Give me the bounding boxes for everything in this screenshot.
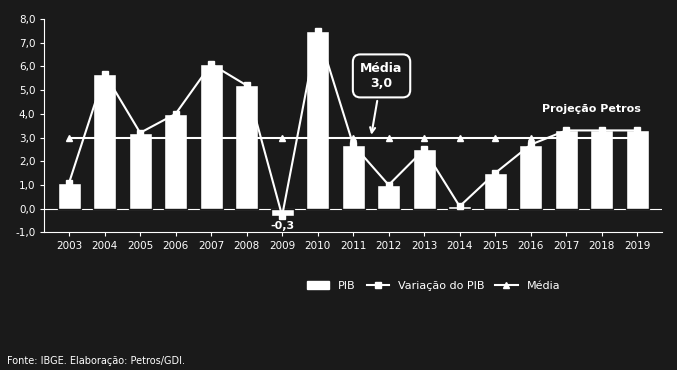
Variação do PIB: [385, 183, 393, 187]
Bar: [626, 131, 649, 209]
Bar: [271, 209, 294, 216]
Bar: [306, 31, 329, 209]
Média: [278, 135, 286, 140]
Média: [456, 135, 464, 140]
Média: [527, 135, 535, 140]
Variação do PIB: [207, 62, 215, 66]
Variação do PIB: [278, 213, 286, 218]
Bar: [342, 145, 365, 209]
Média: [171, 135, 179, 140]
Bar: [93, 74, 116, 209]
Bar: [377, 185, 400, 209]
Média: [491, 135, 499, 140]
Variação do PIB: [491, 171, 499, 175]
Média: [633, 135, 641, 140]
Variação do PIB: [527, 142, 535, 147]
Média: [385, 135, 393, 140]
Bar: [200, 64, 223, 209]
Variação do PIB: [171, 112, 179, 116]
Bar: [129, 133, 152, 209]
Variação do PIB: [65, 181, 73, 185]
Text: -0,3: -0,3: [270, 221, 294, 231]
Bar: [554, 131, 577, 209]
Bar: [58, 183, 81, 209]
Bar: [235, 85, 258, 209]
Line: Média: Média: [66, 134, 640, 141]
Média: [136, 135, 144, 140]
Bar: [412, 149, 436, 209]
Legend: PIB, Variação do PIB, Média: PIB, Variação do PIB, Média: [303, 276, 565, 295]
Bar: [448, 206, 471, 209]
Text: Média
3,0: Média 3,0: [360, 62, 403, 132]
Média: [598, 135, 606, 140]
Bar: [164, 114, 187, 209]
Bar: [519, 145, 542, 209]
Variação do PIB: [633, 128, 641, 133]
Line: Variação do PIB: Variação do PIB: [66, 28, 640, 219]
Bar: [590, 131, 613, 209]
Text: Projeção Petros: Projeção Petros: [542, 104, 640, 114]
Variação do PIB: [242, 83, 250, 88]
Variação do PIB: [598, 128, 606, 133]
Média: [562, 135, 570, 140]
Variação do PIB: [456, 204, 464, 209]
Média: [207, 135, 215, 140]
Text: Fonte: IBGE. Elaboração: Petros/GDI.: Fonte: IBGE. Elaboração: Petros/GDI.: [7, 356, 185, 366]
Variação do PIB: [101, 71, 109, 76]
Média: [101, 135, 109, 140]
Variação do PIB: [136, 131, 144, 135]
Média: [65, 135, 73, 140]
Bar: [483, 173, 506, 209]
Variação do PIB: [313, 28, 322, 33]
Variação do PIB: [420, 147, 429, 152]
Média: [313, 135, 322, 140]
Média: [349, 135, 357, 140]
Média: [242, 135, 250, 140]
Variação do PIB: [349, 142, 357, 147]
Média: [420, 135, 429, 140]
Variação do PIB: [562, 128, 570, 133]
